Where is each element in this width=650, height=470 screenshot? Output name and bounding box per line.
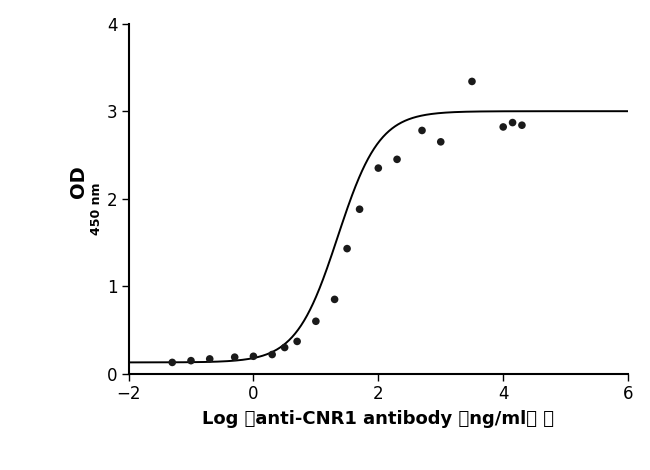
Text: OD: OD <box>69 165 88 197</box>
Point <box>498 123 508 131</box>
Point <box>517 121 527 129</box>
Text: 450 nm: 450 nm <box>90 183 103 235</box>
Point <box>229 353 240 361</box>
Point <box>436 138 446 146</box>
Point <box>205 355 215 363</box>
Text: Log （anti-CNR1 antibody （ng/ml） ）: Log （anti-CNR1 antibody （ng/ml） ） <box>202 410 554 428</box>
Point <box>167 359 177 366</box>
Point <box>267 351 278 358</box>
Point <box>417 127 427 134</box>
Point <box>392 156 402 163</box>
Point <box>186 357 196 364</box>
Point <box>248 352 259 360</box>
Point <box>342 245 352 252</box>
Point <box>330 296 340 303</box>
Point <box>280 344 290 351</box>
Point <box>508 119 518 126</box>
Point <box>373 164 384 172</box>
Point <box>311 318 321 325</box>
Point <box>354 205 365 213</box>
Point <box>292 337 302 345</box>
Point <box>467 78 477 85</box>
